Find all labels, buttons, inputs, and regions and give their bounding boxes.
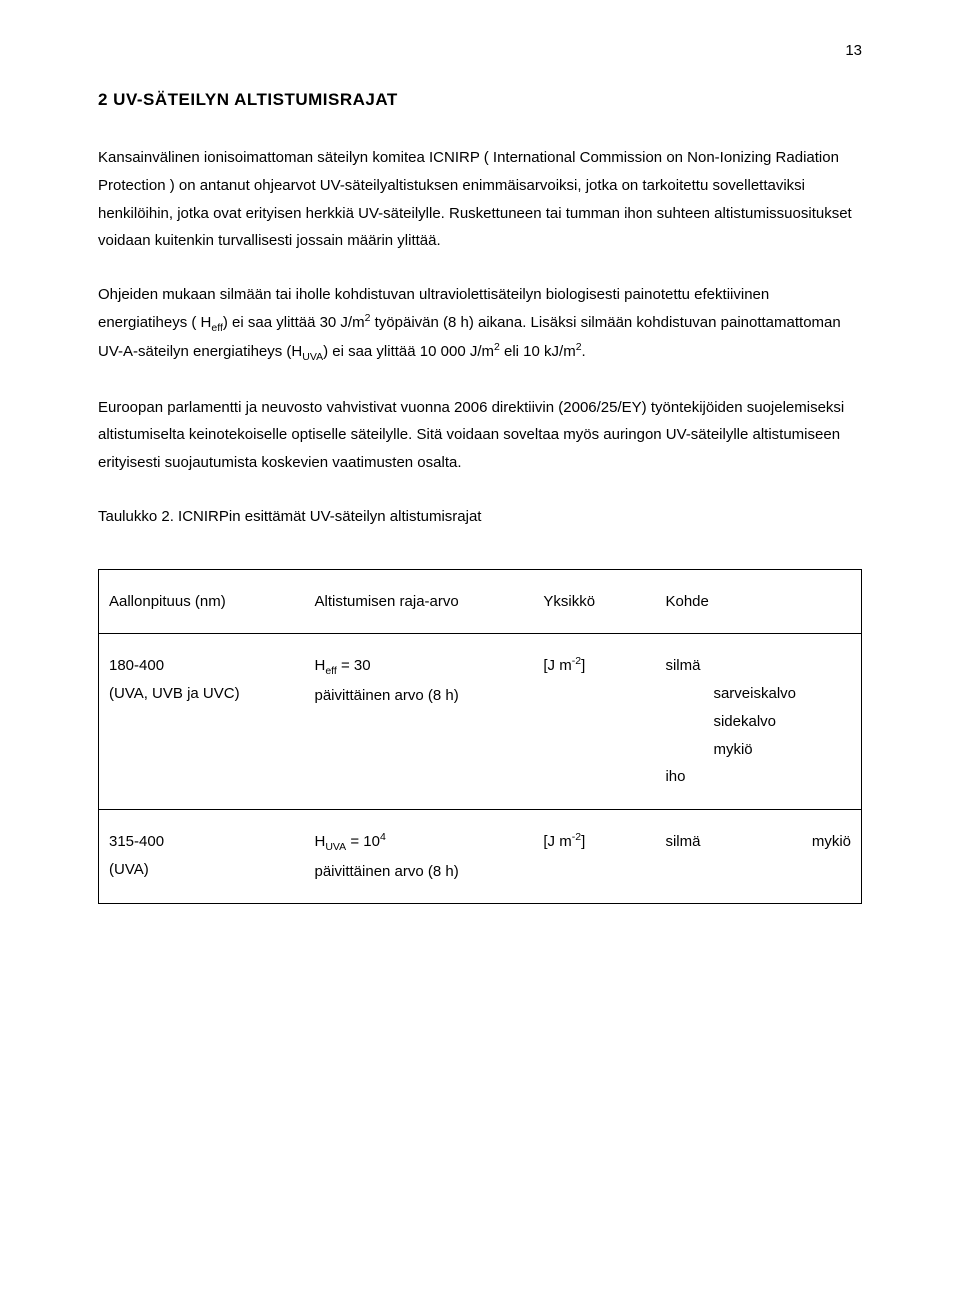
page: 13 2 UV-SÄTEILYN ALTISTUMISRAJAT Kansain… <box>0 0 960 1311</box>
unit-open: [J m <box>543 833 571 850</box>
lim-eq: = 10 <box>346 833 380 850</box>
kohde-main: silmä <box>665 657 700 674</box>
lim-sup: 4 <box>380 831 386 843</box>
p2-text: . <box>582 343 586 360</box>
col-target: Kohde <box>655 569 861 634</box>
p2-sub-uva: UVA <box>302 351 323 363</box>
col-limit: Altistumisen raja-arvo <box>305 569 534 634</box>
section-heading: 2 UV-SÄTEILYN ALTISTUMISRAJAT <box>98 90 862 110</box>
kohde-main: silmä <box>665 833 700 850</box>
limits-table: Aallonpituus (nm) Altistumisen raja-arvo… <box>98 569 862 905</box>
lim-note: päivittäinen arvo (8 h) <box>315 863 459 880</box>
wl-bands: (UVA) <box>109 861 149 878</box>
unit-sup: -2 <box>572 655 581 667</box>
page-number: 13 <box>845 42 862 59</box>
cell-wavelength: 180-400 (UVA, UVB ja UVC) <box>99 634 305 810</box>
cell-limit: Heff = 30 päivittäinen arvo (8 h) <box>305 634 534 810</box>
kohde-right: mykiö <box>812 828 851 856</box>
table-row: 180-400 (UVA, UVB ja UVC) Heff = 30 päiv… <box>99 634 862 810</box>
table-header-row: Aallonpituus (nm) Altistumisen raja-arvo… <box>99 569 862 634</box>
cell-target: silmä sarveiskalvo sidekalvo mykiö iho <box>655 634 861 810</box>
lim-eq: = 30 <box>337 657 371 674</box>
paragraph-1: Kansainvälinen ionisoimattoman säteilyn … <box>98 144 862 255</box>
kohde-sub: sidekalvo <box>665 708 851 736</box>
kohde-sub: sarveiskalvo <box>665 680 851 708</box>
lim-note: päivittäinen arvo (8 h) <box>315 687 459 704</box>
p2-text: eli 10 kJ/m <box>500 343 576 360</box>
col-wavelength: Aallonpituus (nm) <box>99 569 305 634</box>
paragraph-3: Euroopan parlamentti ja neuvosto vahvist… <box>98 394 862 477</box>
unit-close: ] <box>581 657 585 674</box>
wl-bands: (UVA, UVB ja UVC) <box>109 685 240 702</box>
kohde-iho: iho <box>665 768 685 785</box>
lim-sub: UVA <box>325 841 346 853</box>
wl-range: 180-400 <box>109 657 164 674</box>
lim-sub: eff <box>325 665 336 677</box>
col-unit: Yksikkö <box>533 569 655 634</box>
p2-text: ) ei saa ylittää 10 000 J/m <box>323 343 494 360</box>
lim-symbol: H <box>315 833 326 850</box>
cell-wavelength: 315-400 (UVA) <box>99 810 305 904</box>
wl-range: 315-400 <box>109 833 164 850</box>
cell-unit: [J m-2] <box>533 634 655 810</box>
paragraph-2: Ohjeiden mukaan silmään tai iholle kohdi… <box>98 281 862 368</box>
cell-target: silmä mykiö <box>655 810 861 904</box>
unit-close: ] <box>581 833 585 850</box>
kohde-sub: mykiö <box>665 736 851 764</box>
p2-text: ) ei saa ylittää 30 J/m <box>223 314 365 331</box>
unit-open: [J m <box>543 657 571 674</box>
cell-unit: [J m-2] <box>533 810 655 904</box>
cell-limit: HUVA = 104 päivittäinen arvo (8 h) <box>305 810 534 904</box>
p2-sub-eff: eff <box>211 322 222 334</box>
lim-symbol: H <box>315 657 326 674</box>
table-row: 315-400 (UVA) HUVA = 104 päivittäinen ar… <box>99 810 862 904</box>
unit-sup: -2 <box>572 831 581 843</box>
table-caption: Taulukko 2. ICNIRPin esittämät UV-säteil… <box>98 503 862 531</box>
